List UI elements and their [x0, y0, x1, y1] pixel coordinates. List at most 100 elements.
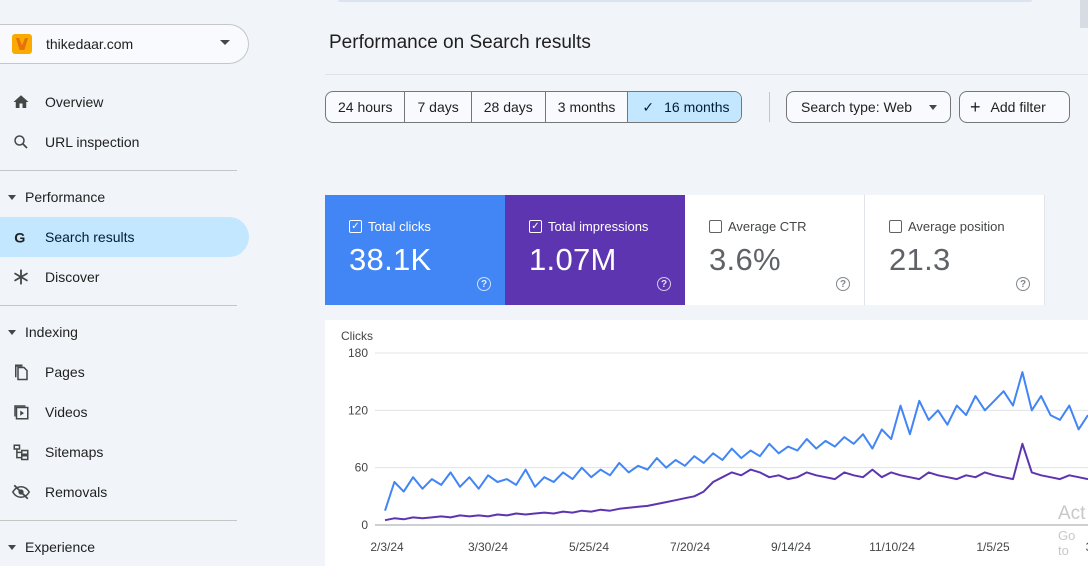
checkbox-unchecked-icon[interactable] [889, 220, 902, 233]
x-tick-label: 1/5/25 [976, 540, 1010, 554]
chart-canvas: Clicks 180 120 60 02/3/24 3/30/24 5/25/24 7/20/… [341, 329, 1088, 554]
divider [0, 170, 237, 171]
metric-label: Average position [908, 219, 1005, 234]
sidebar-item-label: Sitemaps [45, 444, 104, 460]
property-selector[interactable]: thikedaar.com [0, 24, 249, 64]
section-title: Indexing [25, 324, 78, 340]
range-label: 16 months [664, 99, 730, 115]
divider [0, 520, 237, 521]
sidebar-item-removals[interactable]: Removals [0, 472, 249, 512]
range-28-days[interactable]: 28 days [472, 92, 546, 122]
section-experience[interactable]: Experience [0, 532, 249, 562]
divider [325, 74, 1088, 75]
help-icon[interactable]: ? [657, 277, 671, 291]
activate-windows-watermark: Act [1058, 503, 1086, 524]
range-label: 24 hours [338, 99, 393, 115]
x-tick-label: 3/2 [1086, 540, 1088, 554]
scroll-edge [1080, 0, 1088, 28]
range-3-months[interactable]: 3 months [546, 92, 629, 122]
checkbox-checked-icon[interactable]: ✓ [349, 220, 362, 233]
x-tick-label: 5/25/24 [569, 540, 609, 554]
video-icon [11, 402, 31, 422]
sidebar-item-label: URL inspection [45, 134, 140, 150]
checkbox-unchecked-icon[interactable] [709, 220, 722, 233]
sidebar-item-label: Search results [45, 229, 135, 245]
y-tick-label: 180 [348, 346, 368, 360]
activate-windows-watermark-sub: Go to [1058, 528, 1076, 558]
plus-icon: + [970, 97, 981, 117]
metric-card-average-ctr[interactable]: Average CTR 3.6% ? [685, 195, 865, 305]
performance-chart: Clicks 180 120 60 0 2/3/24 3/30/24 5/25/24 7/20/… [325, 320, 1088, 566]
date-range-selector: 24 hours 7 days 28 days 3 months ✓ 16 mo… [325, 91, 743, 123]
search-type-label: Search type: Web [801, 99, 913, 115]
sidebar-item-sitemaps[interactable]: Sitemaps [0, 432, 249, 472]
series-line-clicks [384, 371, 1088, 512]
divider [0, 305, 237, 306]
sidebar-item-label: Discover [45, 269, 100, 285]
x-tick-label: 9/14/24 [771, 540, 811, 554]
section-indexing[interactable]: Indexing [0, 317, 249, 347]
metric-value: 3.6% [709, 242, 781, 277]
range-label: 7 days [417, 99, 459, 115]
y-tick-label: 120 [348, 403, 368, 417]
property-name: thikedaar.com [46, 36, 134, 52]
y-axis-label: Clicks [341, 329, 373, 343]
search-type-dropdown[interactable]: Search type: Web [786, 91, 951, 123]
metric-value: 1.07M [529, 242, 617, 277]
metric-label: Total clicks [368, 219, 431, 234]
metric-label: Total impressions [548, 219, 649, 234]
metric-label: Average CTR [728, 219, 807, 234]
sitemap-icon [11, 442, 31, 462]
page-title: Performance on Search results [329, 32, 591, 53]
section-performance[interactable]: Performance [0, 182, 249, 212]
section-title: Experience [25, 539, 96, 555]
collapse-triangle-icon [8, 544, 16, 550]
divider [769, 92, 770, 122]
sidebar-item-search-results[interactable]: G Search results [0, 217, 249, 257]
metric-card-total-impressions[interactable]: ✓ Total impressions 1.07M ? [505, 195, 685, 305]
checkmark-icon: ✓ [642, 98, 655, 115]
x-tick-label: 3/30/24 [468, 540, 508, 554]
metric-card-total-clicks[interactable]: ✓ Total clicks 38.1K ? [325, 195, 505, 305]
property-favicon-icon [12, 34, 32, 54]
add-filter-button[interactable]: + Add filter [959, 91, 1070, 123]
chevron-down-icon [220, 40, 230, 45]
removal-eye-icon [11, 482, 31, 502]
range-16-months[interactable]: ✓ 16 months [628, 92, 742, 122]
sidebar-item-label: Removals [45, 484, 108, 500]
add-filter-label: Add filter [990, 99, 1046, 115]
help-icon[interactable]: ? [836, 277, 850, 291]
checkbox-checked-icon[interactable]: ✓ [529, 220, 542, 233]
range-label: 28 days [483, 99, 533, 115]
collapse-triangle-icon [8, 194, 16, 200]
range-7-days[interactable]: 7 days [405, 92, 472, 122]
y-tick-label: 60 [355, 461, 369, 475]
search-icon [11, 132, 31, 152]
chevron-down-icon [929, 105, 937, 110]
google-g-icon: G [11, 227, 31, 247]
asterisk-icon [11, 267, 31, 287]
sidebar-item-url-inspection[interactable]: URL inspection [0, 122, 249, 162]
svg-text:G: G [14, 230, 25, 246]
pages-icon [11, 362, 31, 382]
help-icon[interactable]: ? [1016, 277, 1030, 291]
sidebar-item-videos[interactable]: Videos [0, 392, 249, 432]
metric-card-average-position[interactable]: Average position 21.3 ? [865, 195, 1045, 305]
home-icon [11, 92, 31, 112]
collapse-triangle-icon [8, 329, 16, 335]
help-icon[interactable]: ? [477, 277, 491, 291]
x-tick-label: 7/20/24 [670, 540, 710, 554]
sidebar-item-label: Videos [45, 404, 88, 420]
x-tick-label: 2/3/24 [370, 540, 404, 554]
sidebar: thikedaar.com Overview URL inspection Pe… [0, 0, 249, 566]
range-label: 3 months [557, 99, 616, 115]
search-bar-edge [338, 0, 1032, 2]
sidebar-item-pages[interactable]: Pages [0, 352, 249, 392]
sidebar-item-label: Pages [45, 364, 85, 380]
range-24-hours[interactable]: 24 hours [326, 92, 406, 122]
sidebar-item-overview[interactable]: Overview [0, 82, 249, 122]
sidebar-item-label: Overview [45, 94, 104, 110]
section-title: Performance [25, 189, 106, 205]
x-tick-label: 11/10/24 [869, 540, 915, 554]
sidebar-item-discover[interactable]: Discover [0, 257, 249, 297]
